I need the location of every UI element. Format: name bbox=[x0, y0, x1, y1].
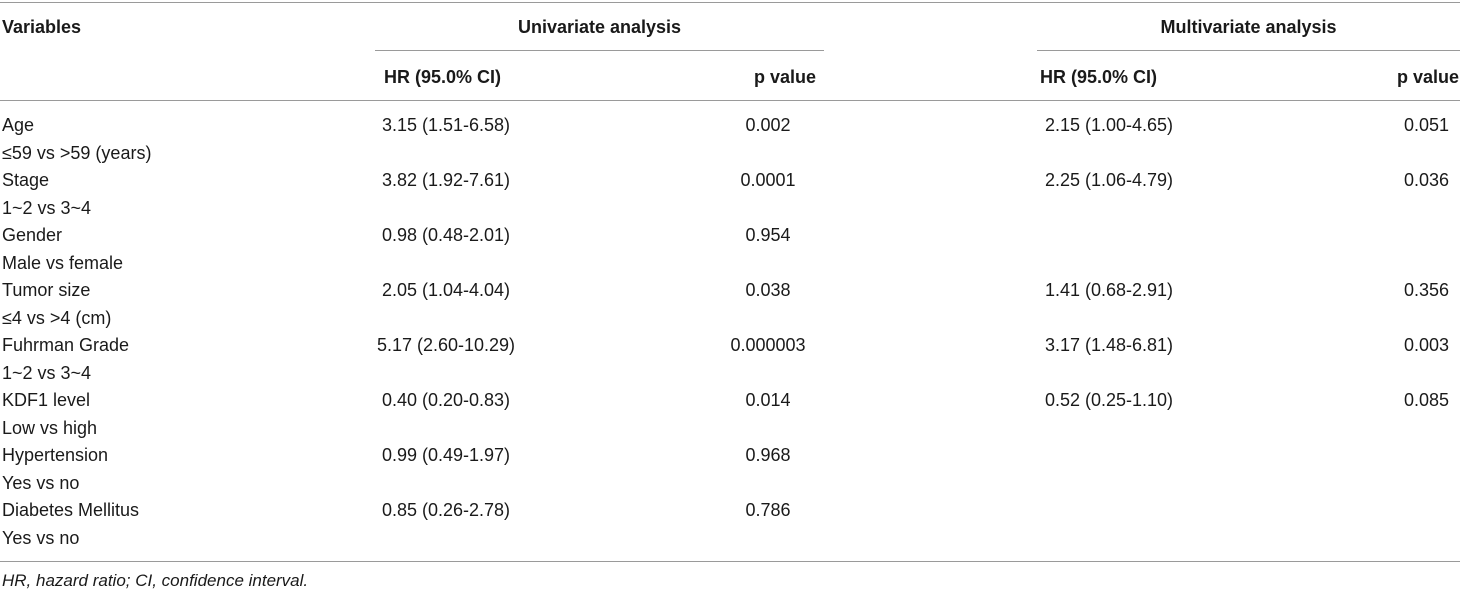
multivariate-hr-cell: 0.52 (0.25-1.10) bbox=[1044, 390, 1174, 410]
univariate-hr-cell: 0.40 (0.20-0.83) bbox=[381, 390, 511, 410]
variable-name: Stage bbox=[2, 170, 50, 190]
variable-name: Gender bbox=[2, 225, 63, 245]
univariate-hr-cell: 0.99 (0.49-1.97) bbox=[381, 445, 511, 465]
multivariate-hr-cell: 2.25 (1.06-4.79) bbox=[1044, 170, 1174, 190]
variable-name: Diabetes Mellitus bbox=[2, 500, 140, 520]
univariate-p-cell: 0.014 bbox=[745, 390, 791, 410]
table-footnote: HR, hazard ratio; CI, confidence interva… bbox=[2, 571, 309, 590]
univariate-p-cell: 0.002 bbox=[745, 115, 791, 135]
univariate-group-header: Univariate analysis bbox=[517, 17, 682, 37]
univariate-p-cell: 0.786 bbox=[745, 500, 791, 520]
multivariate-p-cell: 0.085 bbox=[1403, 390, 1449, 410]
variables-header: Variables bbox=[2, 17, 82, 37]
variable-comparison: Yes vs no bbox=[2, 528, 80, 548]
univariate-hr-cell: 3.82 (1.92-7.61) bbox=[381, 170, 511, 190]
multivariate-hr-cell: 3.17 (1.48-6.81) bbox=[1044, 335, 1174, 355]
multivariate-p-header: p value bbox=[1396, 67, 1459, 87]
header-bottom-rule bbox=[0, 100, 1460, 101]
univariate-p-cell: 0.0001 bbox=[740, 170, 796, 190]
multivariate-hr-header: HR (95.0% CI) bbox=[1040, 67, 1158, 87]
univariate-hr-cell: 5.17 (2.60-10.29) bbox=[376, 335, 516, 355]
multivariate-p-cell: 0.356 bbox=[1403, 280, 1449, 300]
variable-name: Fuhrman Grade bbox=[2, 335, 130, 355]
univariate-p-cell: 0.038 bbox=[745, 280, 791, 300]
variable-name: Age bbox=[2, 115, 35, 135]
univariate-group-rule bbox=[375, 50, 824, 51]
univariate-hr-cell: 0.98 (0.48-2.01) bbox=[381, 225, 511, 245]
univariate-p-cell: 0.000003 bbox=[730, 335, 806, 355]
multivariate-group-header: Multivariate analysis bbox=[1160, 17, 1337, 37]
multivariate-p-cell: 0.036 bbox=[1403, 170, 1449, 190]
univariate-p-cell: 0.954 bbox=[745, 225, 791, 245]
variable-name: KDF1 level bbox=[2, 390, 91, 410]
multivariate-hr-cell: 2.15 (1.00-4.65) bbox=[1044, 115, 1174, 135]
variable-comparison: ≤59 vs >59 (years) bbox=[2, 143, 152, 163]
variable-comparison: Male vs female bbox=[2, 253, 124, 273]
univariate-p-header: p value bbox=[753, 67, 816, 87]
table-top-rule bbox=[0, 2, 1460, 3]
univariate-hr-header: HR (95.0% CI) bbox=[384, 67, 502, 87]
table-bottom-rule bbox=[0, 561, 1460, 562]
univariate-p-cell: 0.968 bbox=[745, 445, 791, 465]
univariate-hr-cell: 0.85 (0.26-2.78) bbox=[381, 500, 511, 520]
variable-comparison: Low vs high bbox=[2, 418, 98, 438]
univariate-hr-cell: 3.15 (1.51-6.58) bbox=[381, 115, 511, 135]
variable-comparison: 1~2 vs 3~4 bbox=[2, 198, 92, 218]
variable-comparison: ≤4 vs >4 (cm) bbox=[2, 308, 112, 328]
variable-name: Tumor size bbox=[2, 280, 91, 300]
univariate-hr-cell: 2.05 (1.04-4.04) bbox=[381, 280, 511, 300]
multivariate-p-cell: 0.051 bbox=[1403, 115, 1449, 135]
variable-comparison: 1~2 vs 3~4 bbox=[2, 363, 92, 383]
variable-name: Hypertension bbox=[2, 445, 109, 465]
multivariate-hr-cell: 1.41 (0.68-2.91) bbox=[1044, 280, 1174, 300]
multivariate-p-cell: 0.003 bbox=[1403, 335, 1449, 355]
multivariate-group-rule bbox=[1037, 50, 1460, 51]
variable-comparison: Yes vs no bbox=[2, 473, 80, 493]
